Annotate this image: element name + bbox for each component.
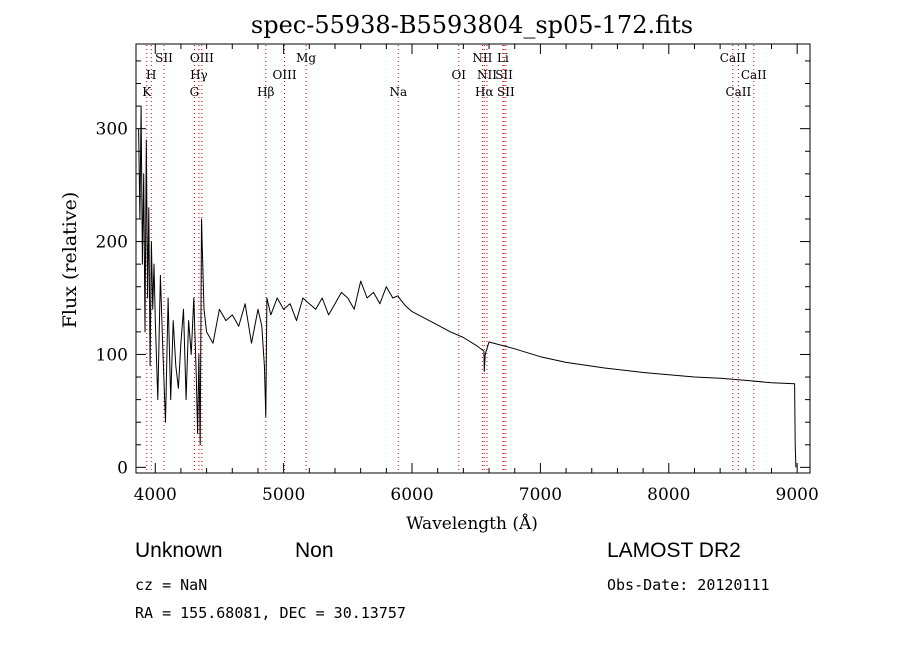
series-layer	[138, 105, 797, 468]
plot-frame	[135, 43, 811, 474]
redshift-readout: cz = NaN	[135, 576, 208, 594]
x-tick-label: 4000	[134, 485, 177, 505]
x-tick-label: 7000	[519, 485, 562, 505]
x-axis: 4000 5000 6000 7000 8000 9000	[134, 44, 819, 505]
line-label-16: SII	[497, 85, 515, 99]
x-tick-label: 6000	[390, 485, 433, 505]
line-label-17: CaII	[720, 51, 746, 65]
chart-title: spec-55938-B5593804_sp05-172.fits	[251, 11, 693, 39]
line-label-1: H	[146, 68, 156, 82]
line-label-12: Li	[497, 51, 509, 65]
line-label-6: Hβ	[257, 85, 274, 99]
line-label-3: OIII	[190, 51, 214, 65]
obs-date: Obs-Date: 20120111	[607, 576, 770, 594]
line-label-0: K	[142, 85, 152, 99]
x-tick-label: 9000	[776, 485, 819, 505]
line-label-5: G	[190, 85, 200, 99]
line-label-2: SII	[155, 51, 173, 65]
spectral-line-markers	[146, 45, 755, 472]
object-class: Unknown	[135, 539, 223, 562]
line-label-10: OI	[451, 68, 466, 82]
x-axis-label: Wavelength (Å)	[406, 513, 538, 534]
coordinates: RA = 155.68081, DEC = 30.13757	[135, 604, 406, 622]
line-label-15: Hα	[475, 85, 494, 99]
spectrum-line-0	[138, 105, 797, 468]
y-tick-label: 0	[117, 458, 128, 478]
line-label-13: NII	[477, 68, 497, 82]
y-axis-label: Flux (relative)	[59, 192, 81, 329]
survey-name: LAMOST DR2	[607, 539, 741, 562]
line-label-8: Mg	[296, 51, 316, 65]
y-tick-label: 200	[96, 233, 128, 253]
line-label-11: NII	[472, 51, 492, 65]
line-label-19: CaII	[725, 85, 751, 99]
line-label-14: SII	[495, 68, 513, 82]
y-tick-label: 300	[96, 120, 128, 140]
y-axis: 0 100 200 300	[96, 60, 810, 478]
line-label-9: Na	[389, 85, 407, 99]
x-tick-label: 5000	[262, 485, 305, 505]
object-subclass: Non	[295, 539, 334, 562]
line-label-4: Hγ	[190, 68, 208, 82]
x-tick-label: 8000	[647, 485, 690, 505]
line-label-18: CaII	[741, 68, 767, 82]
y-tick-label: 100	[96, 345, 128, 365]
line-label-7: OIII	[273, 68, 297, 82]
